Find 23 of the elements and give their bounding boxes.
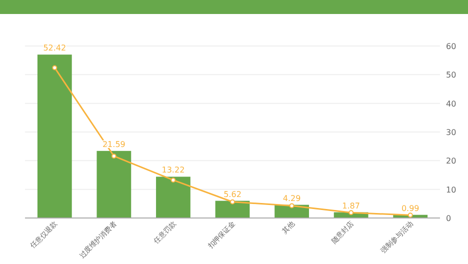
- y-tick-label: 10: [446, 185, 456, 194]
- bar: [156, 176, 190, 218]
- point: [170, 178, 176, 183]
- point: [408, 212, 413, 218]
- data-label: 52.42: [43, 44, 66, 53]
- y-tick-label: 20: [446, 156, 456, 166]
- y-tick-label: 40: [446, 99, 456, 108]
- data-label: 0.99: [401, 204, 420, 213]
- point: [52, 65, 58, 70]
- y-tick-label: 50: [446, 70, 456, 80]
- point: [111, 154, 116, 159]
- point: [230, 199, 235, 204]
- data-label: 13.22: [162, 166, 185, 175]
- bar: [37, 54, 72, 218]
- data-label: 1.87: [342, 201, 360, 210]
- bar: [96, 150, 132, 218]
- y-tick-label: 30: [446, 128, 456, 137]
- y-tick-label: 60: [446, 42, 456, 51]
- point: [289, 203, 294, 208]
- y-tick-label: 0: [446, 214, 452, 223]
- data-label: 5.62: [224, 190, 242, 199]
- point: [348, 210, 354, 216]
- data-label: 4.29: [282, 194, 301, 203]
